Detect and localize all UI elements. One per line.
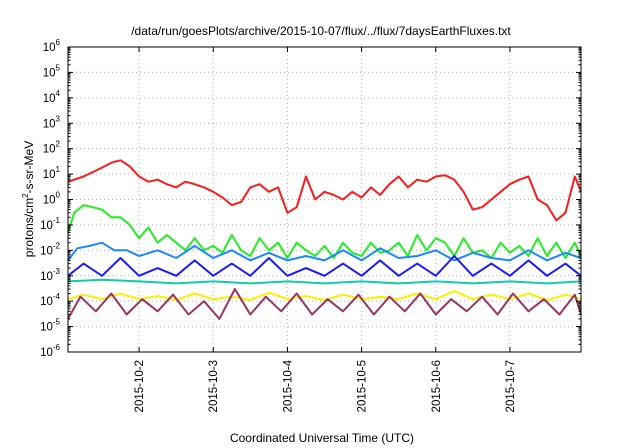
y-tick-base: 10 [40, 271, 53, 283]
y-tick-label: 10-3 [40, 267, 60, 283]
y-tick-base: 10 [40, 220, 53, 232]
series-line-5 [67, 278, 582, 285]
x-tick-label: 2015-10-7 [505, 360, 517, 412]
series-line-1 [67, 159, 582, 222]
y-tick-label: 10-6 [40, 343, 60, 359]
series-layer [67, 159, 582, 320]
chart-title: /data/run/goesPlots/archive/2015-10-07/f… [131, 24, 511, 38]
x-tick-label: 2015-10-5 [357, 360, 369, 412]
x-tick-label: 2015-10-2 [134, 360, 146, 412]
series-line-3 [67, 241, 582, 262]
y-axis-label-sup: 2 [21, 193, 30, 198]
x-axis: 2015-10-2 2015-10-3 2015-10-4 2015-10-5 2015… [134, 47, 517, 412]
x-axis-label: Coordinated Universal Time (UTC) [230, 431, 414, 445]
y-tick-base: 10 [40, 347, 53, 359]
y-tick-label: 104 [43, 89, 61, 105]
y-tick-base: 10 [43, 169, 56, 181]
series-line-4 [67, 255, 582, 277]
y-tick-exponent: 2 [56, 140, 61, 149]
y-tick-exponent: 6 [56, 38, 61, 47]
y-axis-label: protons/cm2-s-sr-MeV [21, 141, 36, 257]
series-line-2 [67, 204, 582, 259]
y-tick-exponent: 1 [56, 165, 61, 174]
y-tick-exponent: 4 [56, 89, 61, 98]
y-tick-exponent: -2 [53, 241, 61, 250]
y-tick-exponent: 0 [56, 191, 61, 200]
y-tick-label: 10-2 [40, 241, 60, 257]
y-tick-exponent: 5 [56, 63, 61, 72]
y-tick-base: 10 [43, 144, 56, 156]
y-tick-label: 100 [43, 191, 61, 207]
y-tick-exponent: -4 [53, 292, 61, 301]
y-tick-base: 10 [43, 67, 56, 79]
x-tick-label: 2015-10-4 [282, 359, 294, 412]
y-tick-base: 10 [40, 245, 53, 257]
y-tick-label: 102 [43, 140, 61, 156]
y-tick-label: 10-5 [40, 318, 60, 334]
y-tick-exponent: -6 [53, 343, 61, 352]
y-tick-label: 103 [43, 114, 61, 130]
y-axis: 10-610-510-410-310-210-11001011021031041… [40, 38, 581, 359]
y-tick-label: 105 [43, 63, 61, 79]
y-tick-exponent: -5 [53, 318, 61, 327]
y-tick-base: 10 [43, 118, 56, 130]
y-tick-label: 10-1 [40, 216, 60, 232]
y-tick-base: 10 [40, 322, 53, 334]
y-tick-exponent: 3 [56, 114, 61, 123]
y-tick-exponent: -1 [53, 216, 61, 225]
y-tick-base: 10 [43, 42, 56, 54]
y-tick-base: 10 [43, 195, 56, 207]
y-tick-exponent: -3 [53, 267, 61, 276]
y-tick-label: 101 [43, 165, 61, 181]
y-axis-label-part1: protons/cm [22, 198, 36, 257]
y-tick-base: 10 [40, 296, 53, 308]
x-tick-label: 2015-10-3 [208, 360, 220, 412]
series-line-6 [67, 290, 582, 302]
y-tick-label: 10-4 [40, 292, 60, 308]
y-axis-label-part2: -s-sr-MeV [22, 141, 36, 194]
x-tick-label: 2015-10-6 [431, 360, 443, 412]
series-line-7 [67, 288, 582, 320]
y-tick-label: 106 [43, 38, 61, 54]
y-tick-base: 10 [43, 93, 56, 105]
